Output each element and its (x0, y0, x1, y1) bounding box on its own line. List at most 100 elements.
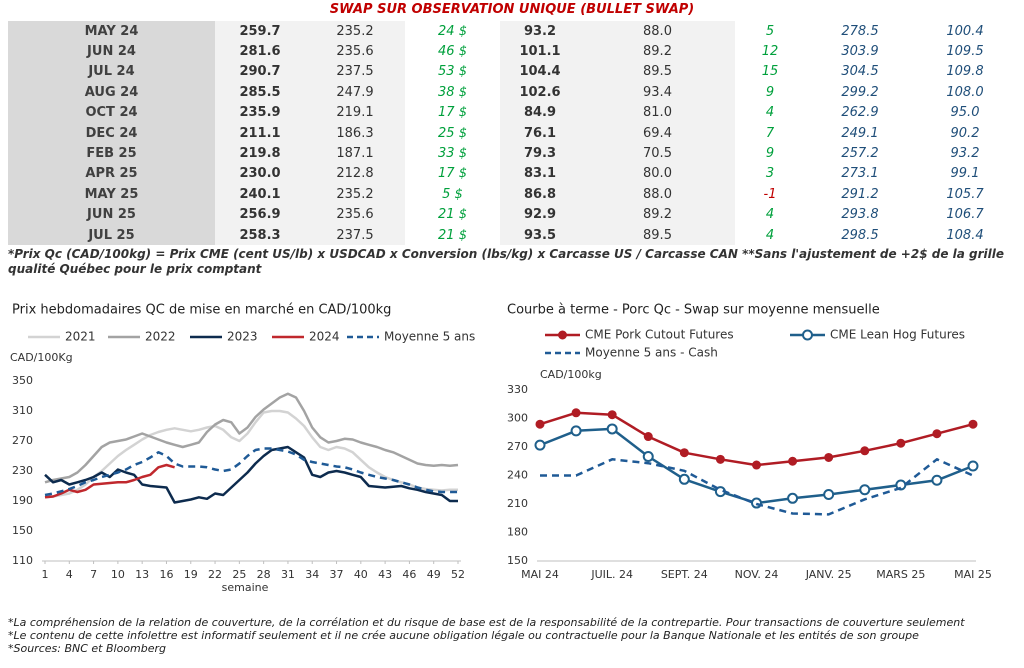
x-tick-label: 52 (451, 568, 465, 581)
marker (968, 419, 978, 429)
y-tick-label: 330 (507, 383, 528, 396)
table-row: APR 25 230.0 212.8 17 $ 83.1 80.0 3 273.1 99.1 (8, 163, 1015, 185)
table-cell: 293.8 (841, 207, 879, 223)
table-cell: 304.5 (841, 64, 879, 80)
table-row: FEB 25 219.8 187.1 33 $ 79.3 70.5 9 257.2 93.2 (8, 143, 1015, 164)
series-line (44, 409, 458, 499)
table-cell: 240.1 (215, 184, 305, 205)
table-row: JUL 25 258.3 237.5 21 $ 93.5 89.5 4 298.5 108.4 (8, 224, 1015, 246)
table-cell: JUL 24 (8, 61, 215, 83)
marker (534, 439, 546, 451)
x-tick-label: 1 (42, 568, 49, 581)
x-tick-label: MAI 25 (954, 568, 992, 581)
table-cell: 303.9 (841, 44, 879, 60)
table-cell: 235.6 (305, 204, 405, 225)
table-cell: 89.5 (580, 61, 735, 83)
table-cell: 4 (765, 227, 775, 243)
notes: *La compréhension de la relation de couv… (8, 616, 965, 655)
series-line (539, 411, 974, 467)
y-axis-label: CAD/100Kg (10, 351, 73, 364)
marker (570, 425, 582, 437)
table-cell: 95.0 (950, 105, 980, 121)
chart: Courbe à terme - Porc Qc - Swap sur moye… (507, 303, 992, 582)
legend-label: 2024 (309, 330, 340, 344)
x-tick-label: MARS 25 (876, 568, 925, 581)
marker (642, 451, 654, 462)
table-cell: 80.0 (580, 163, 735, 185)
table-cell: 38 $ (438, 84, 467, 100)
table-cell: 237.5 (305, 224, 405, 246)
table-cell: 24 $ (438, 23, 467, 39)
marker (932, 429, 942, 439)
marker (860, 446, 870, 456)
table-cell: FEB 25 (8, 143, 215, 164)
table-cell: 4 (765, 105, 775, 121)
table-cell: 230.0 (215, 163, 305, 185)
x-tick-label: 7 (90, 568, 97, 581)
table-cell: 89.2 (580, 204, 735, 225)
table-cell: 186.3 (305, 122, 405, 144)
table-row: OCT 24 235.9 219.1 17 $ 84.9 81.0 4 262.9 95.0 (8, 102, 1015, 123)
table-cell: AUG 24 (8, 82, 215, 103)
table-cell: 88.0 (580, 21, 735, 42)
table-cell: 93.2 (950, 146, 980, 162)
marker (643, 432, 653, 442)
x-tick-label: NOV. 24 (735, 568, 779, 581)
table-cell: 93.4 (580, 82, 735, 103)
table-cell: 70.5 (580, 143, 735, 164)
marker (678, 473, 690, 485)
table-cell: 212.8 (305, 163, 405, 185)
x-tick-label: 22 (208, 568, 222, 581)
marker (679, 448, 689, 458)
table-note: *Prix Qc (CAD/100kg) = Prix CME (cent US… (8, 247, 1005, 276)
x-tick-label: 4 (66, 568, 73, 581)
table-cell: 9 (765, 84, 775, 100)
marker (967, 460, 979, 472)
table-cell: 235.9 (215, 102, 305, 123)
table-cell: 89.5 (580, 224, 735, 246)
x-tick-label: 37 (330, 568, 344, 581)
swap-table: MAY 24 259.7 235.2 24 $93.2 88.0 5 278.5 100.4 J… (8, 21, 1015, 246)
y-tick-label: 270 (12, 434, 33, 447)
table-cell: 88.0 (580, 184, 735, 205)
table-cell: 285.5 (215, 82, 305, 103)
table-cell: 291.2 (841, 186, 879, 202)
x-tick-label: 16 (159, 568, 173, 581)
chart-title: Courbe à terme - Porc Qc - Swap sur moye… (507, 303, 880, 318)
marker (931, 474, 943, 486)
table-cell: 89.2 (580, 41, 735, 62)
table-cell: 12 (761, 44, 779, 60)
y-tick-label: 310 (12, 404, 33, 417)
table-cell: 17 $ (438, 105, 467, 121)
table-cell: OCT 24 (8, 102, 215, 123)
table-title: SWAP SUR OBSERVATION UNIQUE (BULLET SWAP… (329, 2, 695, 17)
table-cell: 290.7 (215, 61, 305, 83)
note-line: *Sources: BNC et Bloomberg (8, 642, 167, 655)
table-cell: JUN 24 (8, 41, 215, 62)
table-cell: 79.3 (500, 143, 580, 164)
table-cell: 15 (761, 64, 779, 80)
table-cell: 187.1 (305, 143, 405, 164)
table-cell: 21 $ (438, 227, 467, 243)
x-tick-label: MAI 24 (521, 568, 559, 581)
marker (715, 454, 725, 464)
table-cell: 109.5 (946, 44, 984, 60)
table-cell: 109.8 (946, 64, 984, 80)
table-cell: 259.7 (215, 21, 305, 42)
marker (571, 408, 581, 418)
x-tick-label: 34 (305, 568, 319, 581)
table-cell: 76.1 (500, 122, 580, 144)
marker (896, 438, 906, 448)
table-cell: 21 $ (438, 207, 467, 223)
marker (788, 456, 798, 466)
table-row: AUG 24 285.5 247.9 38 $ 102.6 93.4 9 299.2 108.0 (8, 82, 1015, 103)
marker (859, 484, 871, 496)
legend-label: CME Lean Hog Futures (830, 328, 965, 342)
legend-label: 2023 (227, 330, 258, 344)
table-cell: 83.1 (500, 163, 580, 185)
table-cell: 105.7 (946, 186, 984, 202)
table-cell: 100.4 (946, 23, 984, 39)
y-axis-label: CAD/100kg (540, 368, 602, 381)
x-tick-label: JUIL. 24 (590, 568, 633, 581)
